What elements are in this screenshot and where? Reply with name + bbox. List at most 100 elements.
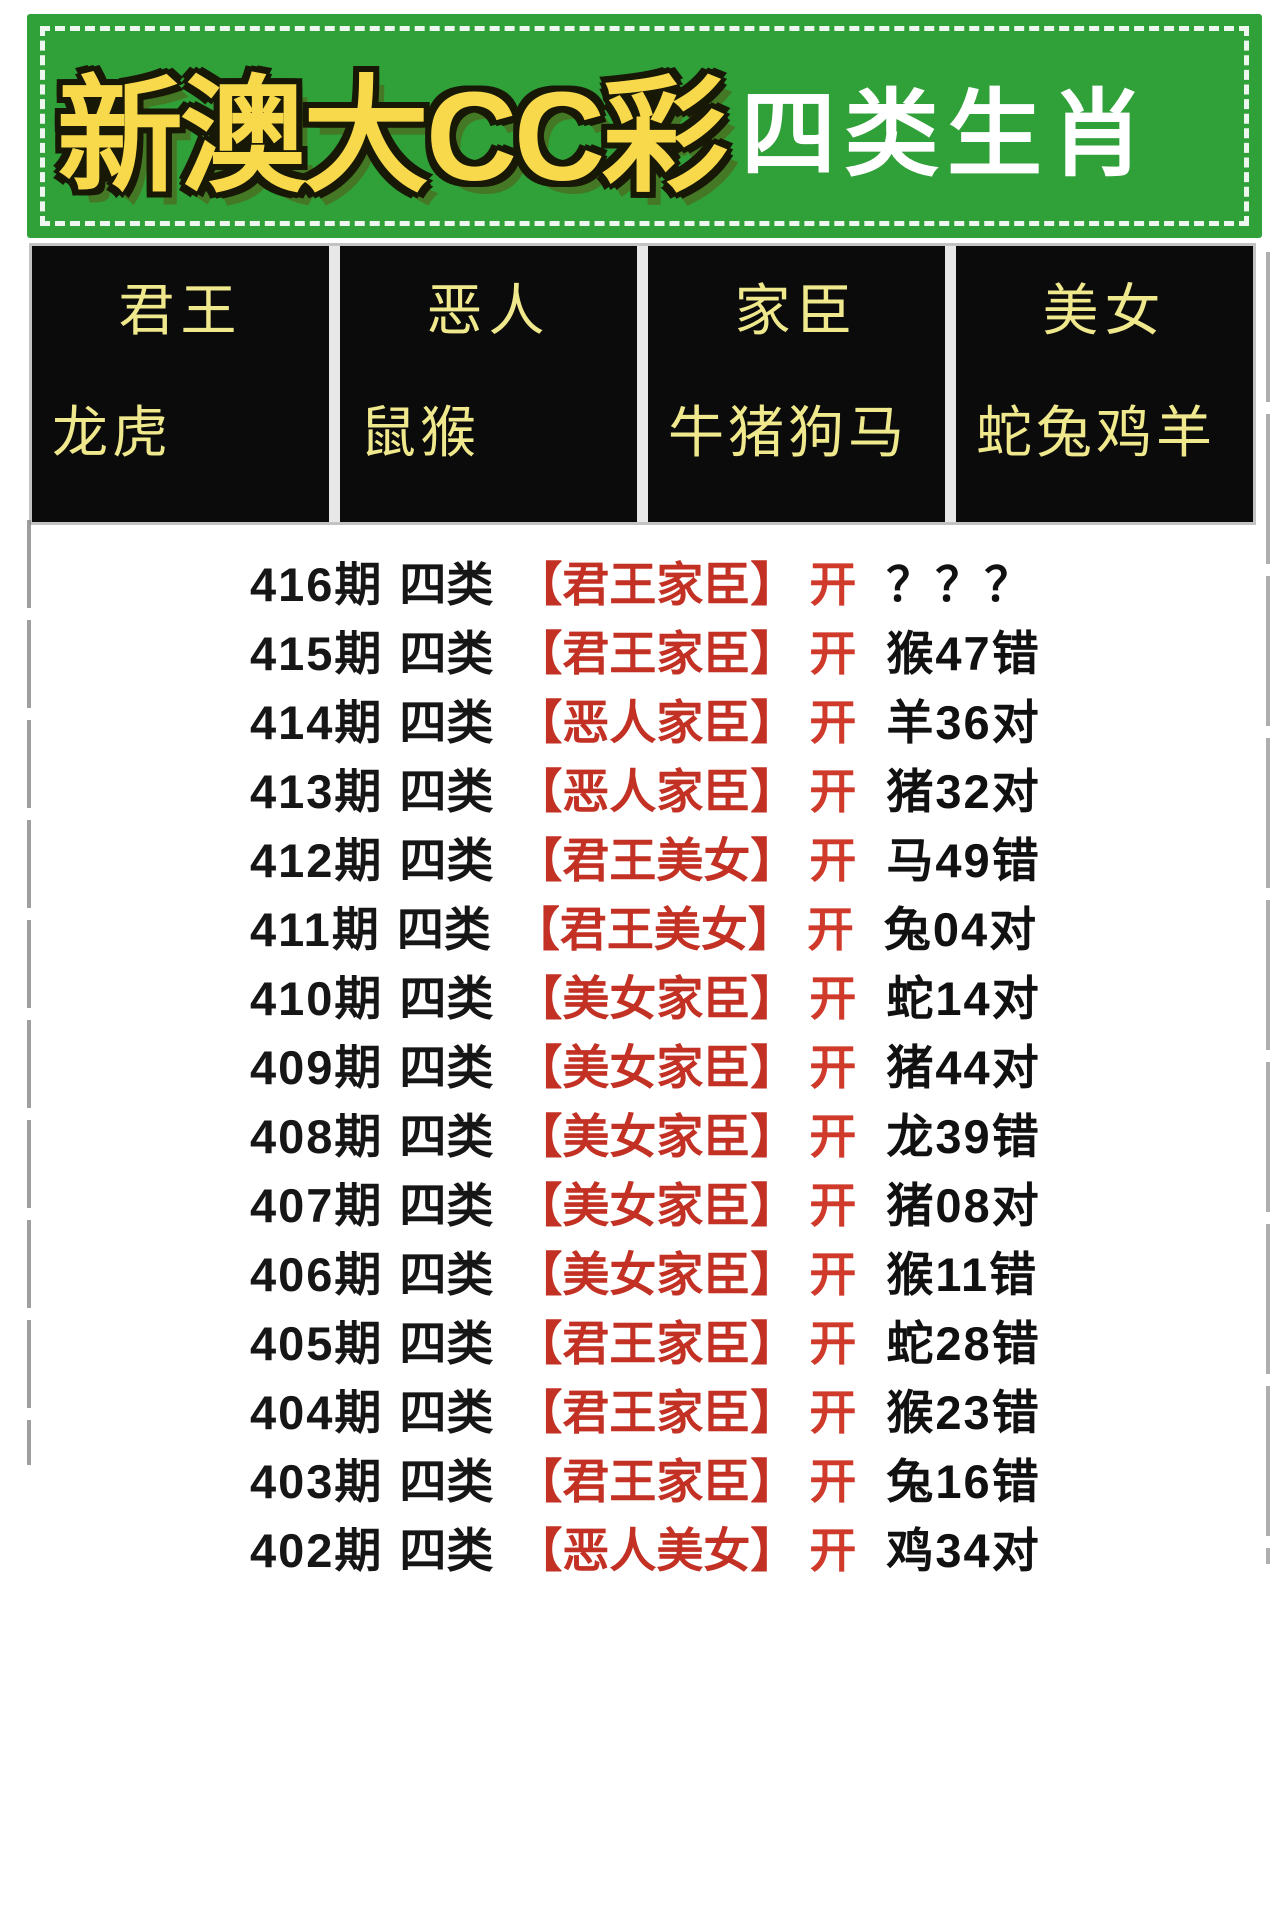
result-type: 四类 [399,1179,494,1232]
result-type: 四类 [399,696,494,749]
result-row-405: 405期 四类 【君王家臣】 开 蛇28错 [0,1305,1279,1374]
result-pick: 【美女家臣】 [515,1041,798,1094]
open-label: 开 [809,696,857,749]
result-period: 409期 [250,1041,384,1094]
result-type: 四类 [396,903,491,956]
result-row-403: 403期 四类 【君王家臣】 开 兔16错 [0,1443,1279,1512]
result-value: 蛇14对 [886,972,1041,1025]
result-period: 408期 [250,1110,384,1163]
result-value: 马49错 [886,834,1041,887]
result-period: 405期 [250,1317,384,1370]
category-cell-eren: 恶人 鼠猴 [340,246,637,522]
results-list: 416期 四类 【君王家臣】 开 ？？？ 415期 四类 【君王家臣】 开 猴4… [0,546,1279,1581]
result-period: 403期 [250,1455,384,1508]
open-label: 开 [809,1110,857,1163]
result-period: 413期 [250,765,384,818]
result-pick: 【美女家臣】 [515,972,798,1025]
open-label: 开 [809,558,857,611]
result-row-409: 409期 四类 【美女家臣】 开 猪44对 [0,1029,1279,1098]
result-period: 414期 [250,696,384,749]
result-type: 四类 [399,1455,494,1508]
result-period: 416期 [250,558,384,611]
category-role: 家臣 [734,279,859,342]
open-label: 开 [809,1455,857,1508]
open-label: 开 [806,903,854,956]
result-pick: 【君王家臣】 [515,1455,798,1508]
result-pick: 【恶人家臣】 [515,696,798,749]
result-period: 410期 [250,972,384,1025]
result-row-404: 404期 四类 【君王家臣】 开 猴23错 [0,1374,1279,1443]
category-table: 君王 龙虎 恶人 鼠猴 家臣 牛猪狗马 美女 蛇兔鸡羊 [29,243,1256,525]
result-pick: 【君王美女】 [512,903,795,956]
open-label: 开 [809,1041,857,1094]
page-title: 新澳大CC彩 [57,66,728,207]
result-type: 四类 [399,1110,494,1163]
result-pick: 【美女家臣】 [515,1179,798,1232]
result-period: 404期 [250,1386,384,1439]
result-pick: 【恶人美女】 [515,1524,798,1577]
result-value: 兔04对 [883,903,1039,956]
category-animals: 鼠猴 [360,401,480,464]
category-cell-jiachen: 家臣 牛猪狗马 [648,246,945,522]
result-pick: 【君王家臣】 [515,1386,798,1439]
header-banner: 新澳大CC彩 四类生肖 [27,14,1262,238]
result-pick: 【君王家臣】 [515,1317,798,1370]
open-label: 开 [809,972,857,1025]
result-value: ？？？ [886,558,1034,611]
result-row-413: 413期 四类 【恶人家臣】 开 猪32对 [0,753,1279,822]
result-period: 407期 [250,1179,384,1232]
result-value: 兔16错 [886,1455,1041,1508]
result-period: 402期 [250,1524,384,1577]
result-pick: 【君王家臣】 [515,627,798,680]
result-period: 412期 [250,834,384,887]
result-row-408: 408期 四类 【美女家臣】 开 龙39错 [0,1098,1279,1167]
result-pick: 【君王美女】 [515,834,798,887]
result-period: 406期 [250,1248,384,1301]
open-label: 开 [809,1317,857,1370]
result-type: 四类 [399,1248,494,1301]
result-value: 龙39错 [886,1110,1041,1163]
result-value: 猴23错 [886,1386,1041,1439]
category-cell-junwang: 君王 龙虎 [32,246,329,522]
category-animals: 龙虎 [52,401,172,464]
result-type: 四类 [399,1041,494,1094]
category-role: 美女 [1042,279,1167,342]
result-type: 四类 [399,1524,494,1577]
category-animals: 牛猪狗马 [668,401,908,464]
open-label: 开 [809,1179,857,1232]
category-cell-meinv: 美女 蛇兔鸡羊 [956,246,1253,522]
result-pick: 【君王家臣】 [515,558,798,611]
result-value: 蛇28错 [886,1317,1041,1370]
open-label: 开 [809,627,857,680]
result-type: 四类 [399,1317,494,1370]
result-row-410: 410期 四类 【美女家臣】 开 蛇14对 [0,960,1279,1029]
result-row-416: 416期 四类 【君王家臣】 开 ？？？ [0,546,1279,615]
result-pick: 【美女家臣】 [515,1248,798,1301]
result-type: 四类 [399,627,494,680]
result-row-415: 415期 四类 【君王家臣】 开 猴47错 [0,615,1279,684]
result-value: 羊36对 [886,696,1041,749]
result-row-412: 412期 四类 【君王美女】 开 马49错 [0,822,1279,891]
result-type: 四类 [399,1386,494,1439]
result-pick: 【恶人家臣】 [515,765,798,818]
result-row-411: 411期 四类 【君王美女】 开 兔04对 [0,891,1279,960]
result-row-407: 407期 四类 【美女家臣】 开 猪08对 [0,1167,1279,1236]
result-type: 四类 [399,558,494,611]
open-label: 开 [809,1248,857,1301]
result-value: 猴47错 [886,627,1041,680]
result-type: 四类 [399,972,494,1025]
category-role: 恶人 [426,279,551,342]
result-period: 411期 [250,903,381,956]
result-type: 四类 [399,834,494,887]
open-label: 开 [809,1524,857,1577]
result-value: 猪32对 [886,765,1041,818]
result-value: 猪44对 [886,1041,1041,1094]
result-value: 猪08对 [886,1179,1041,1232]
open-label: 开 [809,834,857,887]
result-value: 鸡34对 [886,1524,1041,1577]
open-label: 开 [809,1386,857,1439]
category-animals: 蛇兔鸡羊 [976,401,1216,464]
result-row-414: 414期 四类 【恶人家臣】 开 羊36对 [0,684,1279,753]
page-subtitle: 四类生肖 [741,81,1154,188]
result-type: 四类 [399,765,494,818]
